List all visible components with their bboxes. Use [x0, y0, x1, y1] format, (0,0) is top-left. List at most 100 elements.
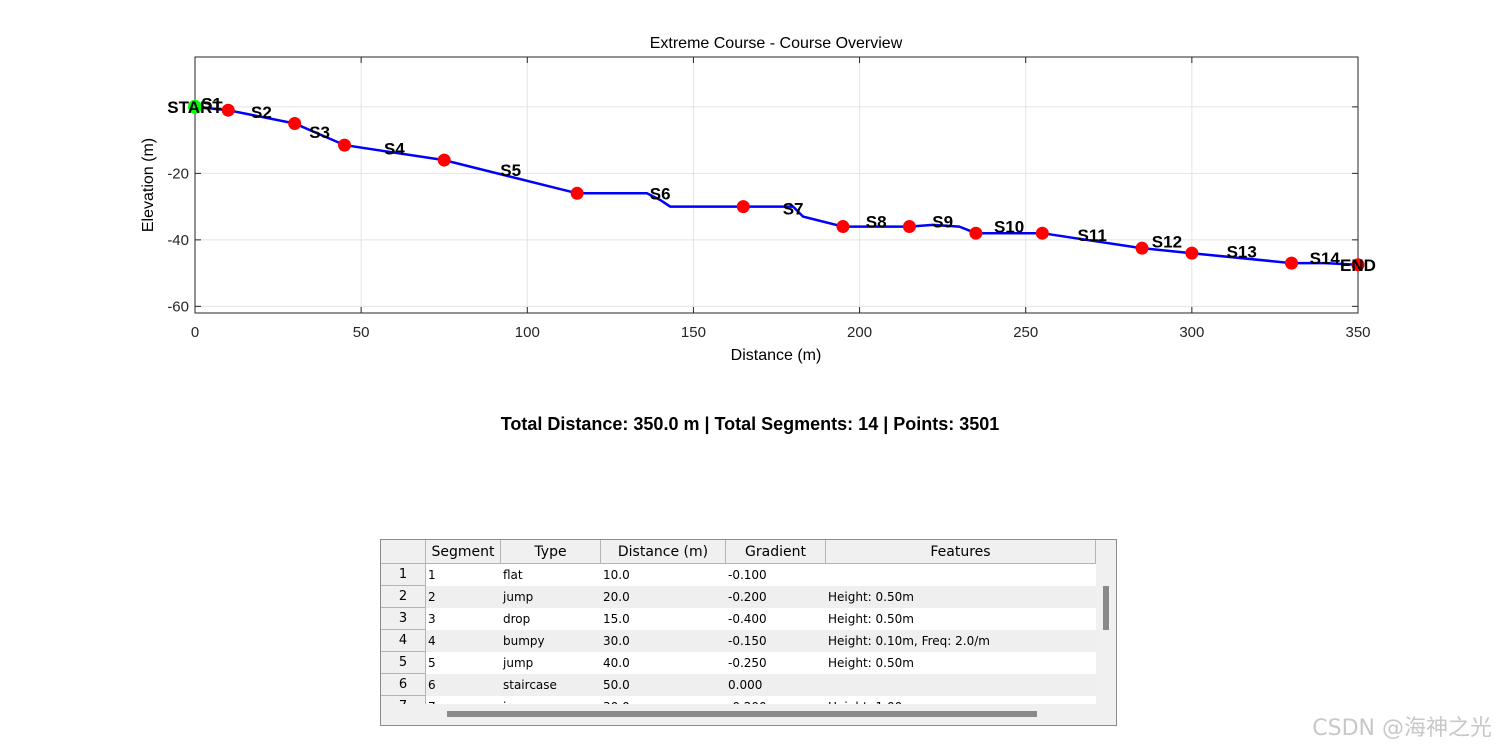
table-cell[interactable]: jump — [501, 586, 601, 608]
table-cell[interactable]: bumpy — [501, 630, 601, 652]
table-cell[interactable]: 0.000 — [726, 674, 826, 696]
table-cell[interactable]: 20.0 — [601, 586, 726, 608]
x-tick-label: 250 — [1013, 324, 1038, 341]
y-tick-label: -40 — [167, 232, 189, 249]
table-cell[interactable]: -0.400 — [726, 608, 826, 630]
label-s5: S5 — [500, 161, 521, 180]
segments-table[interactable]: Segment Type Distance (m) Gradient Features … — [380, 539, 1117, 726]
row-number[interactable]: 7 — [381, 696, 426, 704]
label-s4: S4 — [384, 139, 405, 158]
segment-point — [1285, 256, 1299, 270]
label-s3: S3 — [309, 123, 330, 142]
label-s2: S2 — [251, 103, 272, 122]
label-s12: S12 — [1152, 233, 1182, 252]
table-row[interactable]: 5 5 jump 40.0 -0.250 Height: 0.50m — [381, 652, 1096, 674]
table-cell[interactable]: 6 — [426, 674, 501, 696]
segment-point — [570, 186, 584, 200]
label-s1: S1 — [201, 95, 222, 114]
table-cell[interactable]: Height: 0.50m — [826, 586, 1096, 608]
x-axis-label: Distance (m) — [731, 347, 822, 364]
segment-point — [338, 138, 352, 152]
table-cell[interactable]: -0.100 — [726, 564, 826, 586]
table-cell[interactable]: jump — [501, 696, 601, 704]
label-s6: S6 — [650, 184, 671, 203]
row-number[interactable]: 3 — [381, 608, 426, 630]
segment-point — [1135, 241, 1149, 255]
table-row[interactable]: 6 6 staircase 50.0 0.000 — [381, 674, 1096, 696]
label-s8: S8 — [866, 213, 887, 232]
table-cell[interactable]: 3 — [426, 608, 501, 630]
vertical-scrollbar[interactable] — [1097, 564, 1115, 704]
segment-point — [437, 153, 451, 167]
start-point — [188, 99, 202, 114]
x-tick-label: 350 — [1345, 324, 1370, 341]
segment-point — [1185, 246, 1199, 260]
row-number[interactable]: 5 — [381, 652, 426, 674]
table-row[interactable]: 3 3 drop 15.0 -0.400 Height: 0.50m — [381, 608, 1096, 630]
x-tick-label: 100 — [515, 324, 540, 341]
table-cell[interactable]: flat — [501, 564, 601, 586]
table-cell[interactable]: -0.250 — [726, 652, 826, 674]
x-tick-label: 300 — [1179, 324, 1204, 341]
table-cell[interactable]: 30.0 — [601, 630, 726, 652]
watermark: CSDN @海神之光 — [1312, 716, 1492, 741]
table-row[interactable]: 4 4 bumpy 30.0 -0.150 Height: 0.10m, Freq: 2.… — [381, 630, 1096, 652]
table-cell[interactable]: -0.150 — [726, 630, 826, 652]
table-cell[interactable]: 2 — [426, 586, 501, 608]
y-tick-label: -60 — [167, 298, 189, 315]
column-header-features[interactable]: Features — [826, 540, 1096, 564]
table-cell[interactable]: 30.0 — [601, 696, 726, 704]
table-row[interactable]: 1 1 flat 10.0 -0.100 — [381, 564, 1096, 586]
x-tick-label: 200 — [847, 324, 872, 341]
table-cell[interactable]: Height: 0.50m — [826, 608, 1096, 630]
column-header-type[interactable]: Type — [501, 540, 601, 564]
table-cell[interactable] — [826, 564, 1096, 586]
table-cell[interactable]: jump — [501, 652, 601, 674]
table-cell[interactable]: 1 — [426, 564, 501, 586]
table-cell[interactable]: 50.0 — [601, 674, 726, 696]
segment-point — [836, 220, 850, 234]
label-start: START — [167, 98, 223, 117]
table-cell[interactable]: Height: 0.50m — [826, 652, 1096, 674]
header-corner — [381, 540, 426, 564]
table-cell[interactable]: 7 — [426, 696, 501, 704]
table-cell[interactable]: -0.200 — [726, 696, 826, 704]
table-cell[interactable]: 5 — [426, 652, 501, 674]
row-number[interactable]: 2 — [381, 586, 426, 608]
table-cell[interactable]: 15.0 — [601, 608, 726, 630]
table-cell[interactable]: 40.0 — [601, 652, 726, 674]
vertical-scroll-thumb[interactable] — [1103, 586, 1109, 630]
table-cell[interactable] — [826, 674, 1096, 696]
plot-area — [195, 57, 1358, 313]
table-cell[interactable]: Height: 1.00m — [826, 696, 1096, 704]
end-point — [1351, 258, 1365, 272]
row-number[interactable]: 4 — [381, 630, 426, 652]
y-axis-label: Elevation (m) — [140, 138, 157, 232]
horizontal-scroll-thumb[interactable] — [447, 711, 1037, 717]
table-body[interactable]: 1 1 flat 10.0 -0.100 2 2 jump 20.0 -0.200 Height: … — [381, 564, 1096, 704]
column-header-gradient[interactable]: Gradient — [726, 540, 826, 564]
horizontal-scrollbar[interactable] — [381, 704, 1116, 724]
table-cell[interactable]: 10.0 — [601, 564, 726, 586]
course-summary: Total Distance: 350.0 m | Total Segments… — [500, 414, 1000, 434]
x-tick-label: 0 — [191, 324, 199, 341]
table-cell[interactable]: Height: 0.10m, Freq: 2.0/m — [826, 630, 1096, 652]
table-cell[interactable]: 4 — [426, 630, 501, 652]
grid — [194, 57, 1359, 313]
segment-point — [902, 220, 916, 234]
table-cell[interactable]: drop — [501, 608, 601, 630]
table-row[interactable]: 2 2 jump 20.0 -0.200 Height: 0.50m — [381, 586, 1096, 608]
column-header-distance-m[interactable]: Distance (m) — [601, 540, 726, 564]
segment-point — [221, 103, 235, 117]
table-cell[interactable]: staircase — [501, 674, 601, 696]
label-s9: S9 — [932, 213, 953, 232]
row-number[interactable]: 1 — [381, 564, 426, 586]
y-tick-label: -20 — [167, 165, 189, 182]
row-number[interactable]: 6 — [381, 674, 426, 696]
column-header-segment[interactable]: Segment — [426, 540, 501, 564]
table-cell[interactable]: -0.200 — [726, 586, 826, 608]
elevation-profile-line — [194, 105, 1359, 267]
